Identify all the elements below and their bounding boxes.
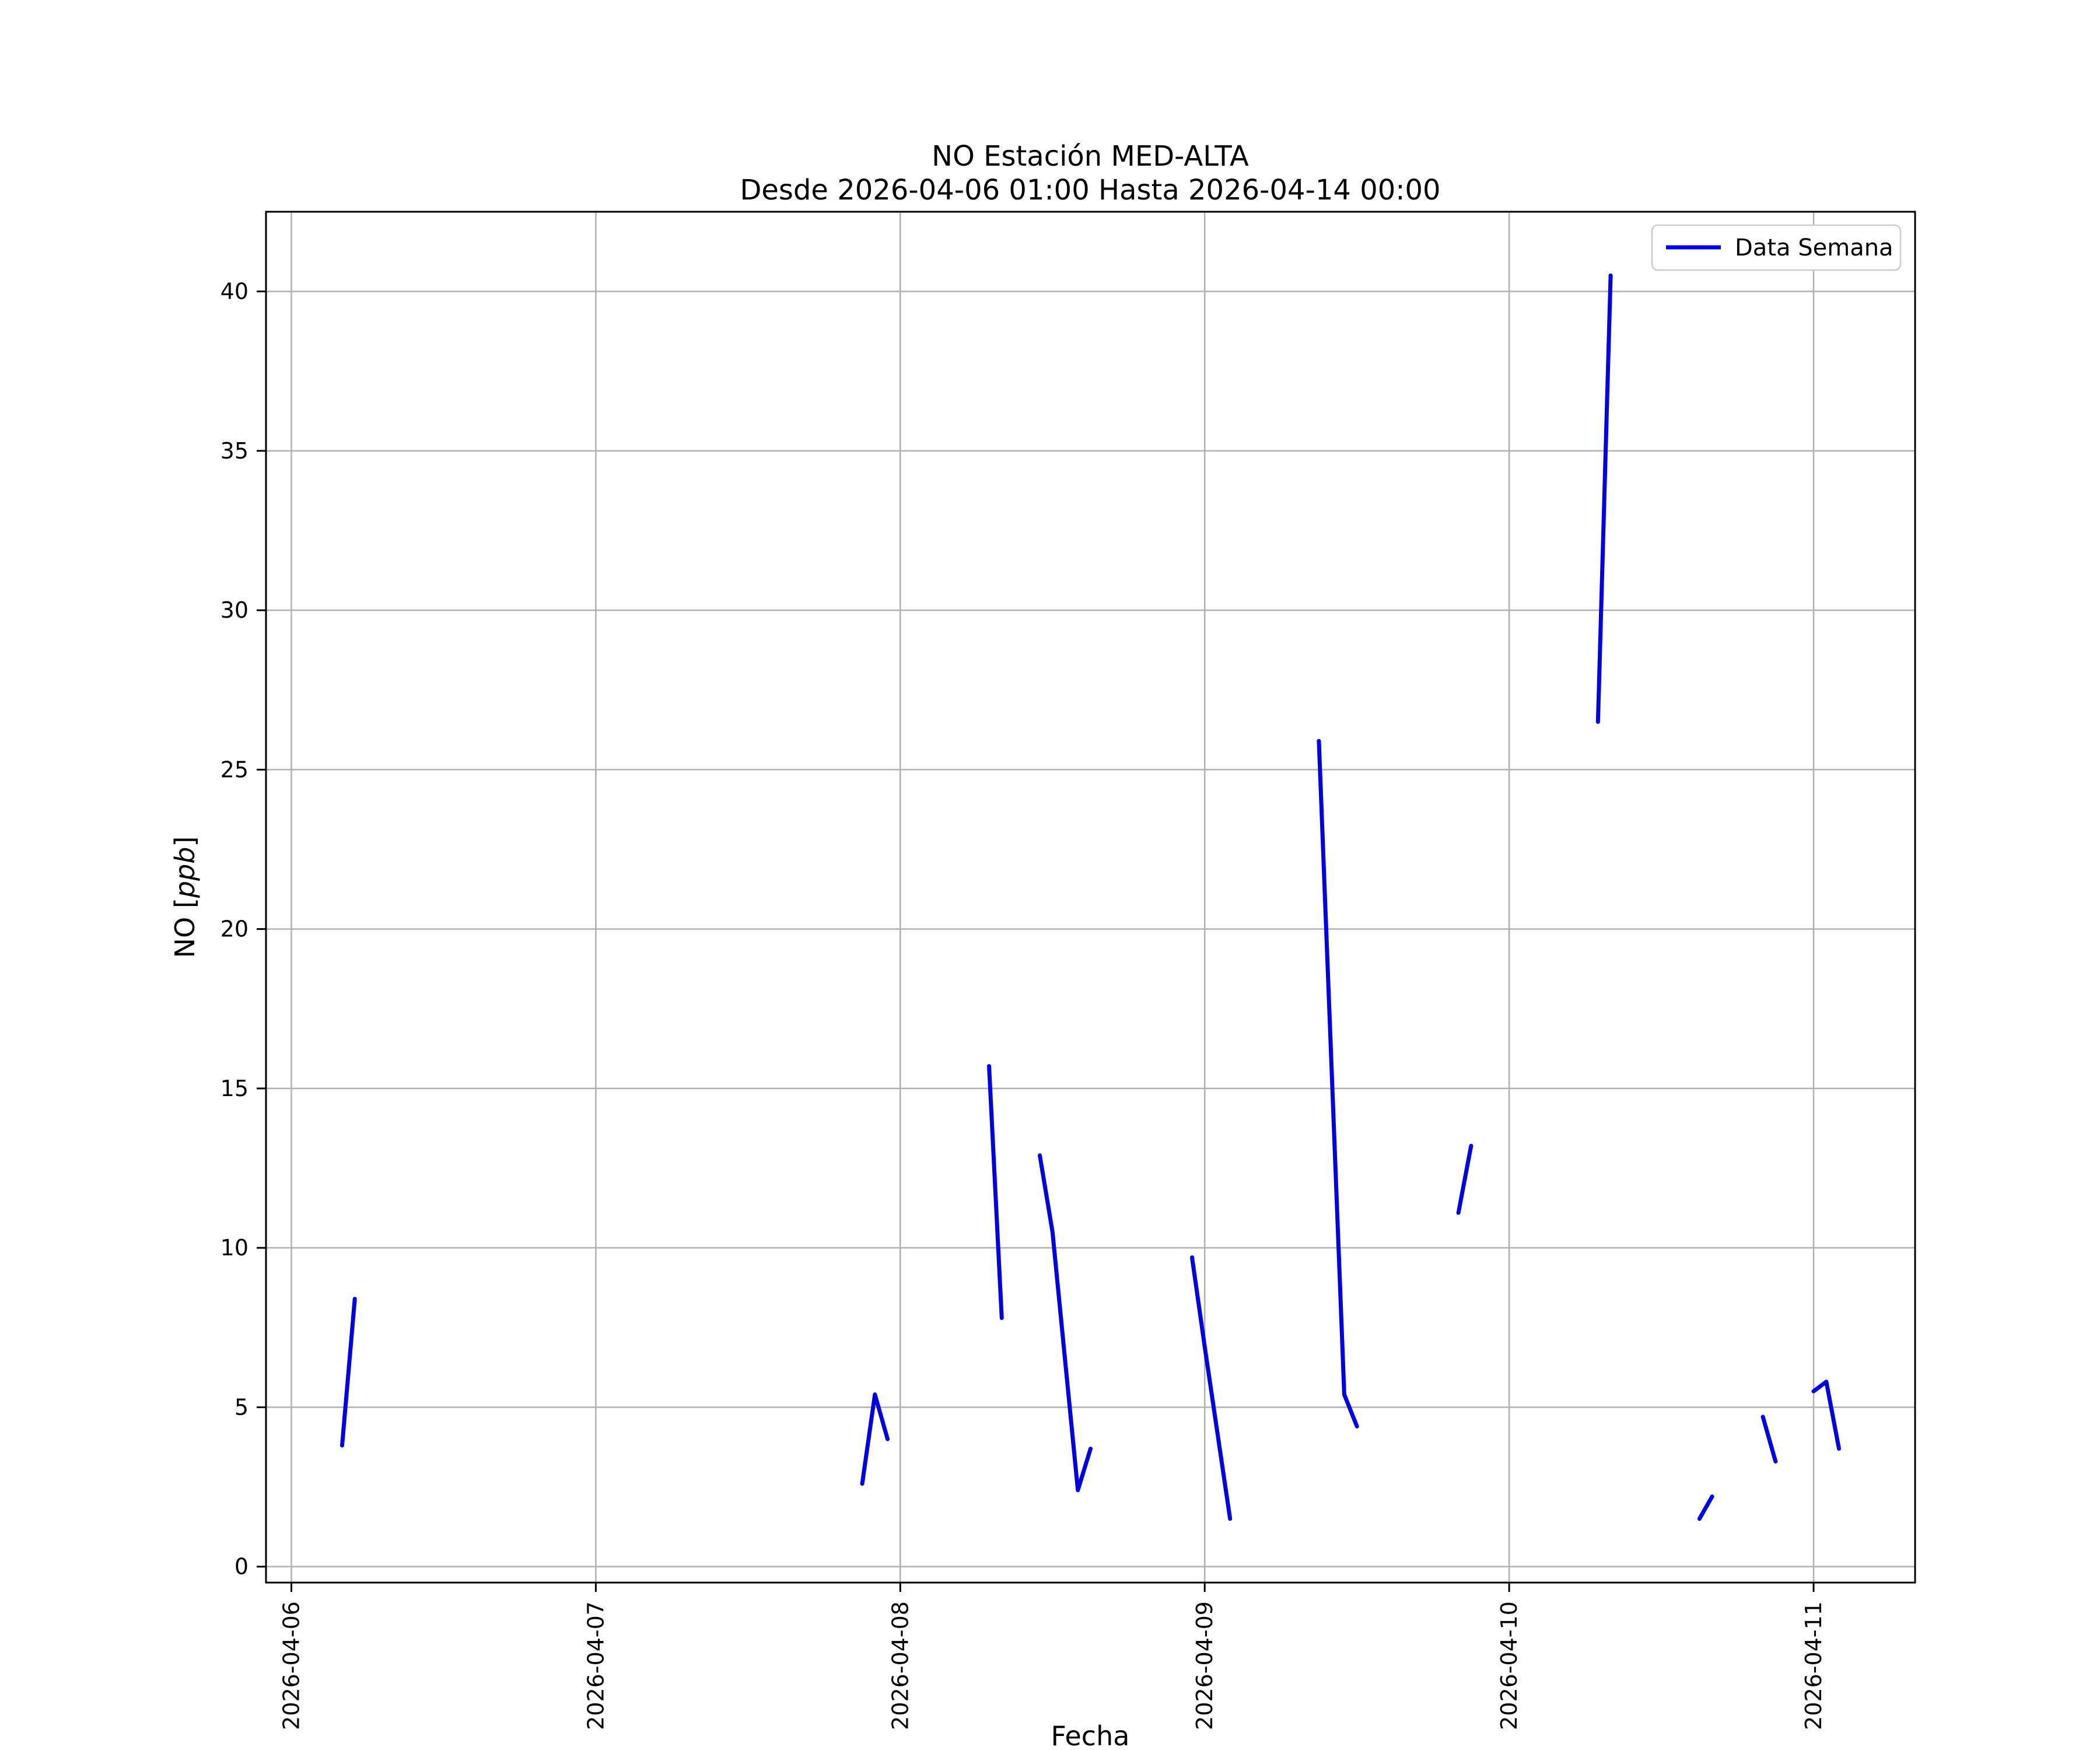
legend-box [1651,224,1902,271]
data-series-line [340,273,1842,1521]
y-tick-label: 5 [235,1394,249,1420]
y-tick-label: 10 [220,1235,249,1261]
x-tick-label: 2026-04-09 [1192,1601,1217,1730]
x-tick-label: 2026-04-10 [1496,1601,1522,1730]
line-segment [1697,1494,1714,1521]
plot-border [265,211,1916,1584]
x-tick-label: 2026-04-08 [887,1601,913,1730]
line-segment [987,1064,1004,1320]
x-tick-label: 2026-04-11 [1801,1601,1826,1730]
legend: Data Semana [1651,224,1902,271]
line-segment [1317,738,1359,1429]
plot-area [266,212,1915,1583]
line-segment [1189,1255,1233,1521]
y-tick-label: 20 [220,916,249,942]
y-tick-label: 40 [220,279,249,304]
x-axis-label: Fecha [1051,1720,1130,1750]
grid-lines [266,212,1915,1583]
chart-subtitle: Desde 2026-04-06 01:00 Hasta 2026-04-14 … [740,174,1440,206]
chart-title: NO Estación MED-ALTA [932,140,1249,173]
y-tick-label: 30 [220,597,249,623]
line-segment [1760,1415,1778,1464]
x-tick-label: 2026-04-07 [583,1601,608,1730]
axis-ticks: 2026-04-06 2026-04-07 2026-04-08 2026-04-09… [220,279,1826,1730]
line-segment [860,1392,890,1486]
line-segment [1811,1380,1842,1451]
y-tick-label: 0 [235,1554,249,1580]
legend-label: Data Semana [1735,235,1894,261]
line-segment [340,1297,357,1448]
x-tick-label: 2026-04-06 [278,1601,304,1730]
line-segment [1038,1153,1093,1493]
line-segment [1456,1143,1474,1215]
y-axis-label: NO [ppb] [169,836,201,958]
y-tick-label: 15 [220,1076,249,1101]
y-tick-label: 25 [220,757,249,782]
line-segment [1595,273,1613,724]
y-tick-label: 35 [220,438,249,464]
